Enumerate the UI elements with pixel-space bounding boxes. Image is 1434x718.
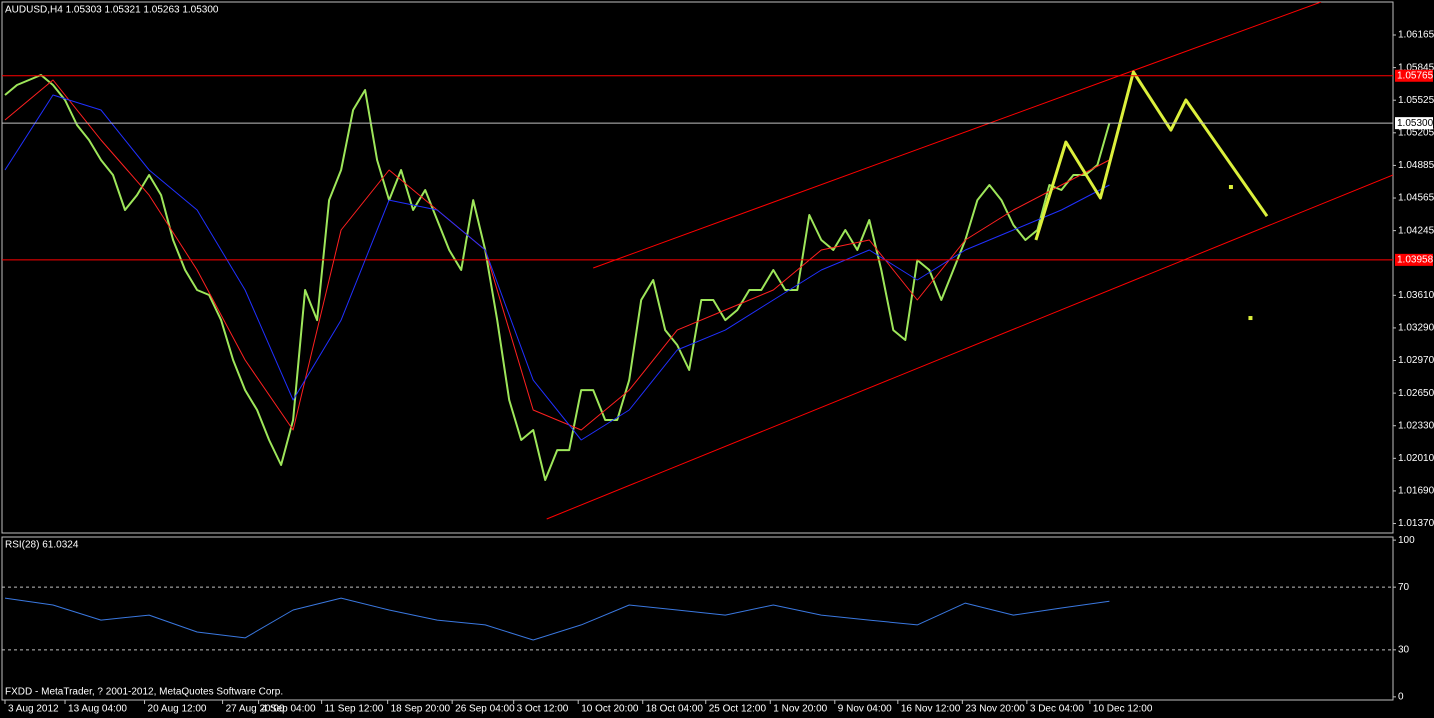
x-tick-label: 10 Dec 12:00 (1093, 704, 1153, 715)
y-tick-label: 1.05205 (1398, 127, 1434, 138)
main-plot (2, 2, 1393, 520)
trend-line (593, 2, 1322, 269)
price-label-box (1395, 117, 1433, 130)
price-label: 1.05765 (1397, 70, 1434, 81)
x-tick-label: 10 Oct 20:00 (581, 704, 639, 715)
footer: FXDD - MetaTrader, ? 2001-2012, MetaQuot… (5, 687, 283, 698)
y-tick-label: 1.01370 (1398, 518, 1434, 529)
price-label-box (1395, 253, 1433, 266)
x-tick-label: 9 Nov 04:00 (838, 704, 892, 715)
x-tick-label: 26 Sep 04:00 (455, 704, 515, 715)
y-tick-label: 1.05845 (1398, 62, 1434, 73)
x-tick-label: 18 Oct 04:00 (646, 704, 704, 715)
axes: 1.06165 1.05845 1.05525 1.05205 1.04885 1.045… (4, 30, 1434, 715)
price-label: 1.03958 (1397, 254, 1434, 265)
point-mark (1248, 316, 1253, 321)
y-tick-label: 30 (1398, 644, 1410, 655)
y-tick-label: 1.05525 (1398, 95, 1434, 106)
price-label: 1.05300 (1397, 118, 1434, 129)
y-tick-label: 70 (1398, 582, 1410, 593)
price-label-box (1395, 69, 1433, 82)
y-tick-label: 1.03290 (1398, 323, 1434, 334)
y-tick-label: 1.01690 (1398, 486, 1434, 497)
point-mark (1228, 185, 1233, 190)
x-tick-label: 18 Sep 20:00 (391, 704, 451, 715)
price-line (4, 597, 1110, 641)
price-line (4, 79, 1110, 431)
rsi-panel (1, 536, 1394, 701)
main-panel (1, 1, 1394, 534)
x-tick-label: 4 Sep 04:00 (262, 704, 316, 715)
price-line (4, 94, 1110, 441)
y-tick-label: 100 (1398, 535, 1415, 546)
rsi-plot (2, 586, 1393, 651)
y-tick-label: 1.06165 (1398, 30, 1434, 41)
x-tick-label: 16 Nov 12:00 (901, 704, 961, 715)
x-tick-label: 11 Sep 12:00 (325, 704, 384, 715)
y-tick-label: 1.02650 (1398, 388, 1434, 399)
y-tick-label: 0 (1398, 692, 1404, 703)
x-tick-label: 25 Oct 12:00 (709, 704, 767, 715)
projection-line (1034, 70, 1269, 241)
x-tick-label: 3 Dec 04:00 (1030, 704, 1084, 715)
y-tick-label: 1.02970 (1398, 355, 1434, 366)
y-tick-label: 1.03610 (1398, 290, 1434, 301)
x-tick-label: 27 Aug 20:00 (226, 704, 285, 715)
price-line (4, 74, 1111, 481)
x-tick-label: 13 Aug 04:00 (68, 704, 127, 715)
trend-line (546, 174, 1393, 520)
y-tick-label: 1.04245 (1398, 225, 1434, 236)
x-tick-label: 1 Nov 20:00 (773, 704, 827, 715)
y-tick-label: 1.02010 (1398, 453, 1434, 464)
x-tick-label: 3 Oct 12:00 (517, 704, 569, 715)
x-tick-label: 3 Aug 2012 (8, 704, 59, 715)
rsi-title: RSI(28) 61.0324 (5, 540, 79, 551)
x-tick-label: 23 Nov 20:00 (965, 704, 1025, 715)
y-tick-label: 1.04885 (1398, 160, 1434, 171)
y-tick-label: 1.04565 (1398, 193, 1434, 204)
x-tick-label: 20 Aug 12:00 (148, 704, 207, 715)
chart-title: AUDUSD,H4 1.05303 1.05321 1.05263 1.0530… (5, 5, 219, 16)
y-tick-label: 1.02330 (1398, 420, 1434, 431)
